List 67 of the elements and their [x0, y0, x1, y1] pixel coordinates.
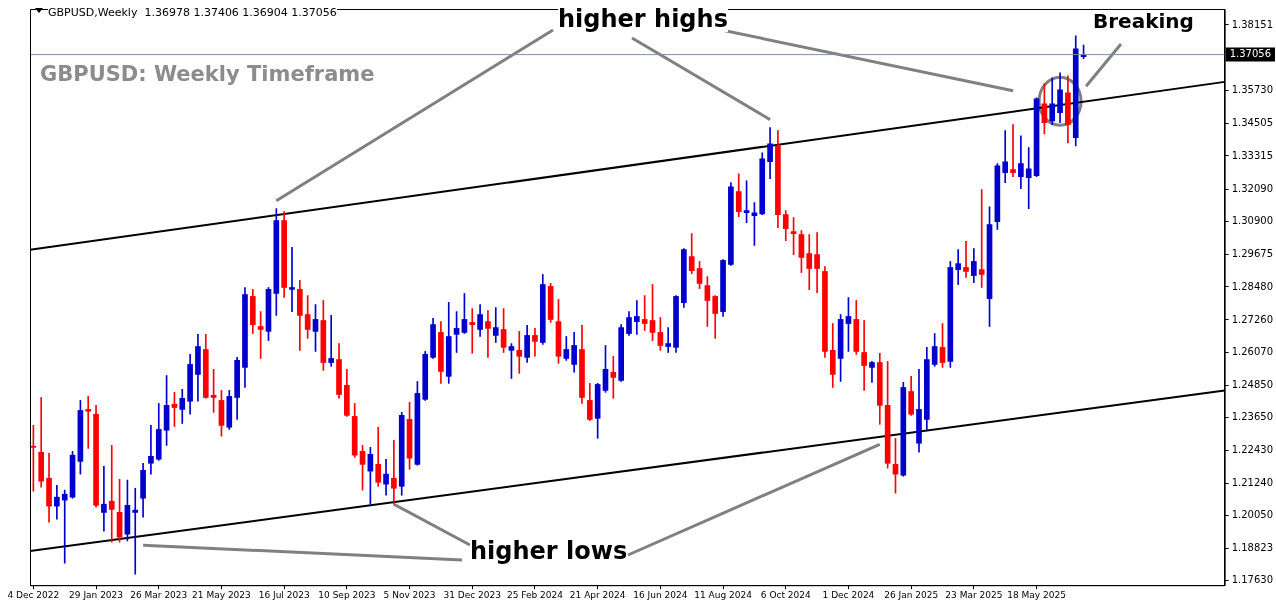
candlestick [328, 315, 335, 367]
x-tick-label: 4 Dec 2022 [7, 589, 60, 600]
x-tick-label: 16 Jul 2023 [258, 589, 310, 600]
candlestick [132, 487, 139, 575]
x-tick-label: 18 May 2025 [1007, 589, 1066, 600]
y-tick-label: 1.34505 [1231, 117, 1274, 129]
y-tick-label: 1.27260 [1231, 313, 1274, 325]
text: GBPUSD: Weekly Timeframe [40, 62, 375, 86]
x-tick-label: 21 May 2023 [192, 589, 251, 600]
x-tick-label: 23 Mar 2025 [945, 589, 1003, 600]
y-tick-label: 1.17630 [1231, 574, 1274, 586]
candlestick [516, 331, 523, 374]
annotation: Breaking [1093, 9, 1194, 33]
x-tick-label: 16 Jun 2024 [633, 589, 688, 600]
candlestick [485, 310, 491, 358]
x-tick-label: 31 Dec 2023 [443, 589, 501, 600]
candlestick [1018, 135, 1024, 189]
y-tick-label: 1.20050 [1231, 508, 1274, 520]
y-tick-label: 1.21240 [1231, 476, 1274, 488]
candlestick [391, 439, 397, 505]
candlestick [492, 307, 499, 343]
candlestick [861, 320, 867, 391]
ref-line-label: 1.37056 [1229, 48, 1272, 60]
y-tick-label: 1.28480 [1231, 280, 1274, 292]
x-tick-label: 29 Jan 2023 [69, 589, 124, 600]
y-tick-label: 1.23650 [1231, 411, 1274, 423]
candlestick [108, 445, 115, 543]
y-tick-label: 1.18823 [1231, 542, 1274, 554]
x-tick-label: 26 Mar 2023 [130, 589, 188, 600]
x-tick-label: 1 Dec 2024 [822, 589, 875, 600]
candlestick [963, 241, 969, 278]
chart-subtitle: GBPUSD,Weekly 1.36978 1.37406 1.36904 1.37056 [48, 6, 337, 19]
candlestick [1002, 130, 1009, 183]
x-tick-label: 25 Feb 2024 [506, 589, 564, 600]
y-tick-label: 1.26070 [1231, 345, 1274, 357]
candlestick [978, 189, 985, 288]
candlestick [469, 308, 476, 354]
y-tick-label: 1.35730 [1231, 84, 1274, 96]
y-tick-label: 1.38151 [1231, 18, 1274, 30]
candlestick [1010, 124, 1016, 178]
candlestick [148, 425, 154, 475]
candlestick [289, 247, 295, 312]
y-tick-label: 1.29675 [1231, 248, 1274, 260]
candlestick [814, 232, 820, 293]
annotation: higher lows [470, 537, 628, 565]
candlestick [610, 355, 617, 399]
candlestick [955, 249, 962, 285]
candlestick [641, 295, 648, 331]
x-tick-label: 21 Apr 2024 [569, 589, 626, 600]
y-tick-label: 1.24850 [1231, 378, 1274, 390]
candlestick [101, 465, 107, 532]
x-tick-label: 5 Nov 2023 [383, 589, 436, 600]
y-tick-label: 1.30900 [1231, 214, 1274, 226]
candlestick [61, 489, 68, 564]
x-tick-label: 6 Oct 2024 [760, 589, 811, 600]
candlestick [1025, 147, 1032, 209]
x-tick-label: 11 Aug 2024 [694, 589, 753, 600]
y-tick-label: 1.33315 [1231, 149, 1274, 161]
candlestick [665, 327, 672, 353]
y-tick-label: 1.32090 [1231, 182, 1274, 194]
annotation: higher highs [558, 5, 728, 33]
candlestick [85, 396, 92, 449]
y-tick-label: 1.22430 [1231, 444, 1274, 456]
candlestick [634, 300, 640, 335]
x-tick-label: 26 Jan 2025 [884, 589, 939, 600]
x-tick-label: 10 Sep 2023 [318, 589, 376, 600]
candlestick [532, 328, 538, 357]
